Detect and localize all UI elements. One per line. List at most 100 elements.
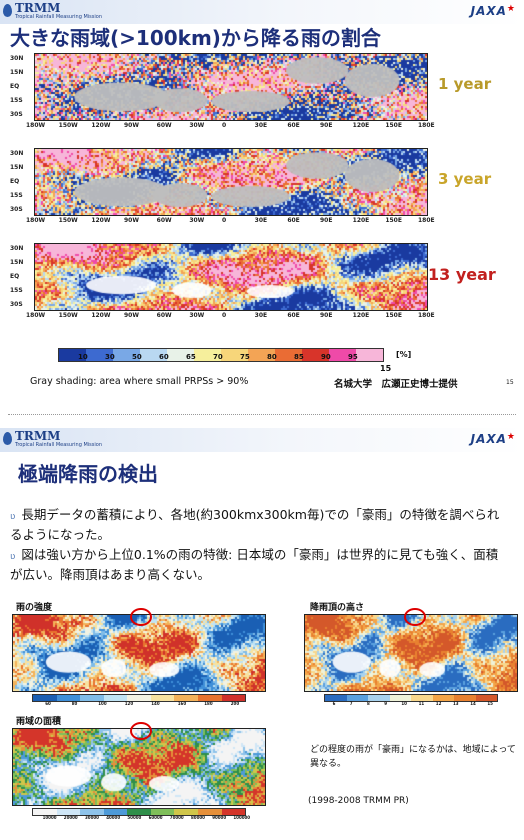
brand-subtitle: Tropical Rainfall Measuring Mission <box>15 14 102 20</box>
longitude-label: 180E <box>418 312 435 319</box>
brand-name: TRMM <box>15 429 61 443</box>
longitude-label: 30E <box>254 217 268 224</box>
period-label: 1 year <box>438 75 492 93</box>
colorbar-swatch <box>59 349 86 361</box>
longitude-label: 30E <box>254 312 268 319</box>
colorbar-swatch <box>221 349 248 361</box>
mini-colorbar <box>324 694 498 702</box>
brand-name: TRMM <box>15 1 61 15</box>
bullet-1: ʋ 長期データの蓄積により、各地(約300kmx300km毎)での「豪雨」の特徴を… <box>10 507 500 542</box>
panel-title-intensity: 雨の強度 <box>16 603 53 613</box>
slide-title: 大きな雨域(>100km)から降る雨の割合 <box>10 26 381 50</box>
bullet-icon: ʋ <box>10 512 16 522</box>
bullet-icon: ʋ <box>10 552 16 562</box>
mini-colorbar-tick: 11 <box>418 701 425 706</box>
mini-colorbar-tick: 80000 <box>191 815 205 820</box>
colorbar-tick: 90 <box>321 353 331 361</box>
raindrop-icon <box>3 4 12 17</box>
colorbar-swatch <box>356 349 383 361</box>
latitude-label: EQ <box>10 273 20 280</box>
mini-colorbar-tick: 10000 <box>42 815 57 820</box>
longitude-label: 90E <box>320 312 333 319</box>
latitude-label: 30S <box>10 206 23 213</box>
longitude-label: 150E <box>385 312 402 319</box>
credit: 名城大学 広瀬正史博士提供 <box>334 379 458 390</box>
longitude-label: 0 <box>222 122 227 129</box>
colorbar-tick: 75 <box>240 353 250 361</box>
mini-colorbar-tick: 40000 <box>106 815 121 820</box>
colorbar-tick: 60 <box>159 353 169 361</box>
mini-colorbar-tick: 60 <box>45 701 51 706</box>
latitude-label: 15S <box>10 97 23 104</box>
jaxa-logo: JAXA★ <box>470 4 516 18</box>
mini-colorbar <box>32 694 246 702</box>
longitude-label: 180E <box>418 217 435 224</box>
japan-highlight-circle <box>403 608 426 626</box>
colorbar-tick: 10 <box>78 353 88 361</box>
mini-colorbar-tick: 7 <box>349 701 353 706</box>
longitude-label: 90E <box>320 217 333 224</box>
extreme-rain-map <box>12 728 266 806</box>
mini-colorbar-tick: 15 <box>487 701 493 706</box>
latitude-label: 15N <box>10 164 24 171</box>
rain-fraction-map <box>34 53 428 121</box>
longitude-label: 30E <box>254 122 268 129</box>
longitude-label: 60W <box>156 217 172 224</box>
mini-colorbar <box>32 808 246 816</box>
mini-colorbar-tick: 70000 <box>169 815 184 820</box>
mini-colorbar-tick: 10 <box>401 701 407 706</box>
slide-rain-fraction: TRMM Tropical Rainfall Measuring Mission… <box>0 0 524 405</box>
longitude-label: 60E <box>287 312 300 319</box>
extreme-rain-map <box>304 614 518 692</box>
mini-colorbar-tick: 60000 <box>148 815 163 820</box>
mini-colorbar-tick: 12 <box>435 701 442 706</box>
longitude-label: 0 <box>222 312 227 319</box>
mini-colorbar-tick: 80 <box>71 701 78 706</box>
colorbar-tick: 85 <box>294 353 304 361</box>
longitude-label: 0 <box>222 217 227 224</box>
rain-fraction-map <box>34 148 428 216</box>
longitude-label: 30W <box>189 217 205 224</box>
longitude-label: 60E <box>287 122 300 129</box>
slide-separator <box>8 414 516 415</box>
longitude-label: 30W <box>189 122 205 129</box>
colorbar-swatch <box>194 349 221 361</box>
longitude-label: 60E <box>287 217 300 224</box>
mini-colorbar-tick: 180 <box>204 701 213 706</box>
colorbar-swatch <box>275 349 302 361</box>
header-band <box>0 428 524 452</box>
longitude-label: 30W <box>189 312 205 319</box>
colorbar-swatch <box>167 349 194 361</box>
mini-colorbar-tick: 140 <box>151 701 160 706</box>
colorbar-tick: 80 <box>267 353 277 361</box>
mini-colorbar-tick: 9 <box>384 701 387 706</box>
longitude-label: 90W <box>124 122 139 129</box>
longitude-label: 120W <box>91 312 111 319</box>
longitude-label: 120E <box>352 312 370 319</box>
latitude-label: 30N <box>10 245 24 252</box>
brand-subtitle: Tropical Rainfall Measuring Mission <box>15 442 102 448</box>
colorbar-swatch <box>113 349 140 361</box>
latitude-label: 30S <box>10 111 23 118</box>
latitude-label: 30N <box>10 55 24 62</box>
mini-colorbar-tick: 200 <box>230 701 240 706</box>
extreme-rain-map <box>12 614 266 692</box>
longitude-label: 90W <box>124 312 139 319</box>
longitude-label: 60W <box>156 312 172 319</box>
trmm-logo: TRMM Tropical Rainfall Measuring Mission <box>3 430 102 448</box>
rain-fraction-map <box>34 243 428 311</box>
caption: どの程度の雨が「豪雨」になるかは、地域によって異なる。 <box>310 745 516 769</box>
latitude-label: 15S <box>10 192 23 199</box>
latitude-label: 15N <box>10 69 24 76</box>
colorbar-swatch <box>140 349 167 361</box>
mini-colorbar-tick: 120 <box>124 701 134 706</box>
mini-colorbar-tick: 20000 <box>63 815 78 820</box>
longitude-label: 150E <box>385 122 402 129</box>
page-number: 15 <box>506 379 514 386</box>
colorbar-tick: 70 <box>213 353 223 361</box>
latitude-label: 30S <box>10 301 23 308</box>
footnote: Gray shading: area where small PRPSs > 9… <box>30 376 249 387</box>
mini-colorbar-tick: 8 <box>367 701 370 706</box>
colorbar-swatch <box>248 349 275 361</box>
latitude-label: EQ <box>10 83 20 90</box>
